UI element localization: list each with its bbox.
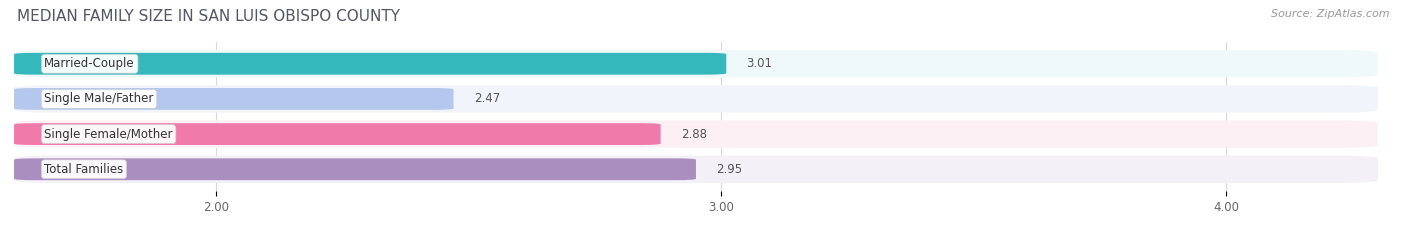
Text: Single Male/Father: Single Male/Father — [45, 93, 153, 105]
Text: Single Female/Mother: Single Female/Mother — [45, 128, 173, 140]
FancyBboxPatch shape — [14, 123, 661, 145]
FancyBboxPatch shape — [14, 50, 1378, 77]
FancyBboxPatch shape — [14, 53, 727, 75]
Text: Total Families: Total Families — [45, 163, 124, 176]
FancyBboxPatch shape — [14, 120, 1378, 148]
FancyBboxPatch shape — [14, 85, 1378, 113]
FancyBboxPatch shape — [14, 156, 1378, 183]
Text: 2.88: 2.88 — [681, 128, 707, 140]
Text: 2.95: 2.95 — [716, 163, 742, 176]
Text: Source: ZipAtlas.com: Source: ZipAtlas.com — [1271, 9, 1389, 19]
FancyBboxPatch shape — [14, 158, 696, 180]
Text: 2.47: 2.47 — [474, 93, 501, 105]
Text: 3.01: 3.01 — [747, 57, 772, 70]
FancyBboxPatch shape — [14, 88, 454, 110]
Text: MEDIAN FAMILY SIZE IN SAN LUIS OBISPO COUNTY: MEDIAN FAMILY SIZE IN SAN LUIS OBISPO CO… — [17, 9, 399, 24]
Text: Married-Couple: Married-Couple — [45, 57, 135, 70]
